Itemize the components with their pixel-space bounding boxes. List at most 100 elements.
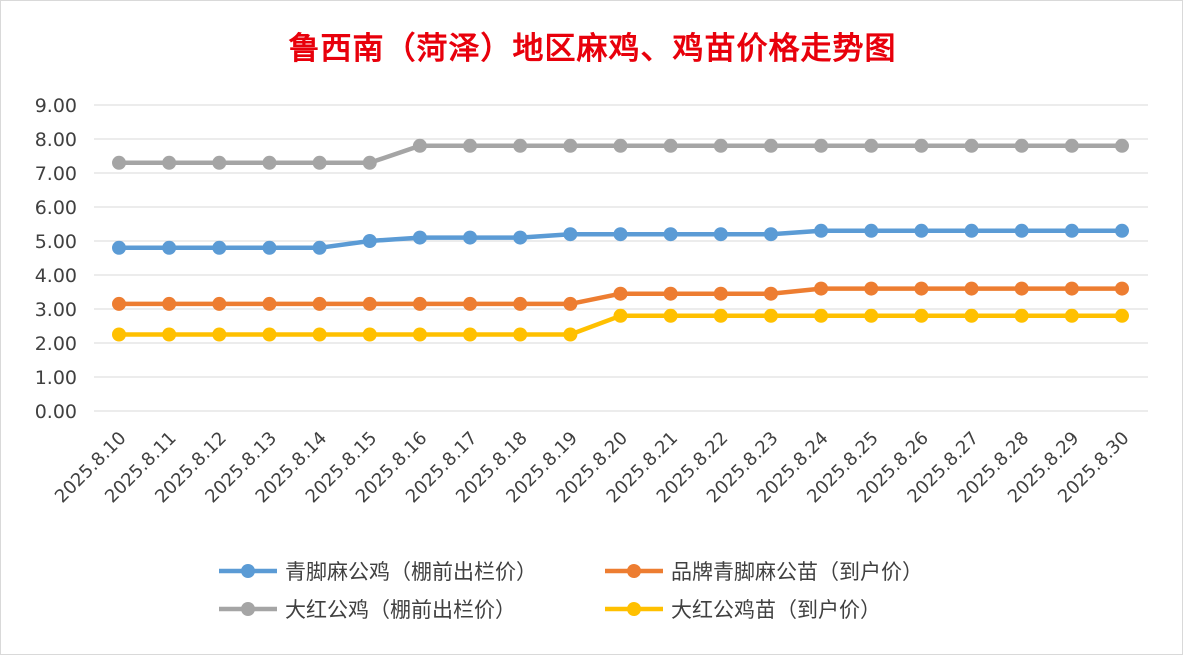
data-point bbox=[1014, 223, 1029, 238]
data-point bbox=[513, 230, 528, 245]
data-point bbox=[663, 227, 678, 242]
data-point bbox=[563, 296, 578, 311]
data-point bbox=[613, 138, 628, 153]
legend-swatch-marker bbox=[241, 602, 255, 616]
y-tick-label: 1.00 bbox=[35, 367, 77, 389]
x-axis-ticks: 2025.8.102025.8.112025.8.122025.8.132025… bbox=[51, 428, 1134, 508]
data-point bbox=[412, 327, 427, 342]
data-point bbox=[262, 155, 277, 170]
data-point bbox=[663, 286, 678, 301]
y-tick-label: 6.00 bbox=[35, 197, 77, 219]
data-point bbox=[814, 223, 829, 238]
data-point bbox=[914, 281, 929, 296]
data-point bbox=[563, 138, 578, 153]
data-point bbox=[1115, 308, 1129, 323]
data-point bbox=[1064, 223, 1079, 238]
data-point bbox=[613, 227, 628, 242]
legend-label: 品牌青脚麻公苗（到户价） bbox=[671, 560, 923, 584]
data-point bbox=[1064, 281, 1079, 296]
data-point bbox=[212, 155, 227, 170]
data-point bbox=[964, 308, 979, 323]
data-point bbox=[914, 308, 929, 323]
legend-swatch-marker bbox=[627, 602, 641, 616]
data-point bbox=[763, 227, 778, 242]
series bbox=[112, 281, 1129, 311]
data-point bbox=[212, 296, 227, 311]
data-point bbox=[763, 286, 778, 301]
y-tick-label: 7.00 bbox=[35, 163, 77, 185]
data-point bbox=[463, 327, 478, 342]
legend-swatch-marker bbox=[627, 564, 641, 578]
data-point bbox=[914, 223, 929, 238]
data-point bbox=[814, 138, 829, 153]
data-point bbox=[1014, 138, 1029, 153]
data-point bbox=[713, 286, 728, 301]
data-point bbox=[112, 296, 126, 311]
data-point bbox=[162, 296, 177, 311]
data-point bbox=[312, 327, 327, 342]
data-point bbox=[713, 138, 728, 153]
y-tick-label: 2.00 bbox=[35, 333, 77, 355]
data-point bbox=[763, 308, 778, 323]
data-point bbox=[513, 296, 528, 311]
data-point bbox=[663, 308, 678, 323]
series bbox=[112, 138, 1129, 170]
data-point bbox=[864, 281, 879, 296]
data-point bbox=[362, 155, 377, 170]
data-point bbox=[814, 281, 829, 296]
data-point bbox=[362, 296, 377, 311]
data-point bbox=[814, 308, 829, 323]
data-point bbox=[914, 138, 929, 153]
data-point bbox=[362, 234, 377, 248]
data-point bbox=[864, 138, 879, 153]
data-point bbox=[463, 138, 478, 153]
data-point bbox=[613, 308, 628, 323]
y-axis-ticks: 0.00 1.00 2.00 3.00 4.00 5.00 6.00 7.00 8.00 9.00 bbox=[35, 95, 77, 423]
data-point bbox=[162, 155, 177, 170]
data-point bbox=[864, 223, 879, 238]
data-point bbox=[312, 296, 327, 311]
data-point bbox=[212, 240, 227, 255]
legend-label: 青脚麻公鸡（棚前出栏价） bbox=[285, 560, 537, 584]
data-point bbox=[1115, 223, 1129, 238]
data-point bbox=[1014, 308, 1029, 323]
data-point bbox=[412, 138, 427, 153]
data-point bbox=[312, 240, 327, 255]
data-point bbox=[763, 138, 778, 153]
legend-item: 品牌青脚麻公苗（到户价） bbox=[605, 560, 923, 584]
data-point bbox=[463, 296, 478, 311]
y-tick-label: 8.00 bbox=[35, 129, 77, 151]
legend-swatch-marker bbox=[241, 564, 255, 578]
data-point bbox=[1014, 281, 1029, 296]
data-point bbox=[613, 286, 628, 301]
y-tick-label: 5.00 bbox=[35, 231, 77, 253]
data-point bbox=[362, 327, 377, 342]
legend: 青脚麻公鸡（棚前出栏价） 品牌青脚麻公苗（到户价） 大红公鸡（棚前出栏价） 大红公鸡苗… bbox=[219, 560, 923, 622]
data-point bbox=[513, 138, 528, 153]
data-point bbox=[1115, 281, 1129, 296]
data-point bbox=[262, 327, 277, 342]
y-tick-label: 0.00 bbox=[35, 401, 77, 423]
legend-item: 大红公鸡（棚前出栏价） bbox=[219, 598, 516, 622]
legend-item: 大红公鸡苗（到户价） bbox=[605, 598, 881, 622]
data-point bbox=[212, 327, 227, 342]
data-point bbox=[1064, 138, 1079, 153]
data-point bbox=[1064, 308, 1079, 323]
data-point bbox=[262, 296, 277, 311]
data-point bbox=[513, 327, 528, 342]
data-point bbox=[563, 227, 578, 242]
data-point bbox=[964, 223, 979, 238]
series-lines bbox=[112, 138, 1129, 342]
data-point bbox=[713, 308, 728, 323]
data-point bbox=[262, 240, 277, 255]
data-point bbox=[663, 138, 678, 153]
data-point bbox=[964, 281, 979, 296]
data-point bbox=[112, 155, 126, 170]
data-point bbox=[112, 327, 126, 342]
data-point bbox=[563, 327, 578, 342]
data-point bbox=[312, 155, 327, 170]
chart-title: 鲁西南（菏泽）地区麻鸡、鸡苗价格走势图 bbox=[288, 31, 897, 67]
data-point bbox=[463, 230, 478, 245]
legend-label: 大红公鸡苗（到户价） bbox=[671, 598, 881, 622]
